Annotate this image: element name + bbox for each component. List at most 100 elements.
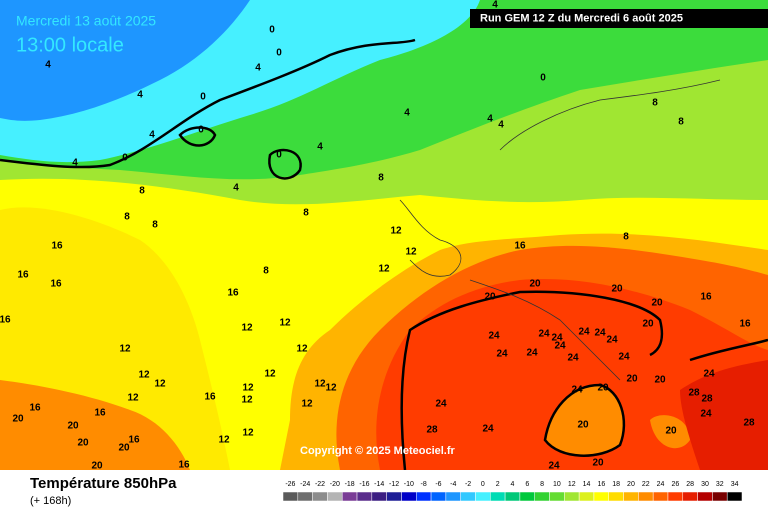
contour-label: 4 [487, 114, 493, 125]
scale-label: 6 [525, 481, 529, 488]
contour-label: 16 [29, 403, 41, 414]
contour-label: 8 [139, 186, 145, 197]
contour-label: 0 [540, 73, 546, 84]
scale-swatch [712, 491, 728, 502]
contour-label: 16 [128, 435, 140, 446]
contour-label: 12 [264, 369, 276, 380]
scale-label: -24 [300, 481, 310, 488]
contour-label: 20 [484, 292, 496, 303]
contour-label: 20 [12, 414, 24, 425]
scale-swatch [475, 491, 491, 502]
contour-label: 16 [50, 279, 62, 290]
scale-swatch [504, 491, 521, 502]
contour-label: 16 [739, 319, 751, 330]
contour-label: 20 [611, 284, 623, 295]
contour-label: 12 [314, 379, 326, 390]
scale-label: -12 [389, 481, 399, 488]
scale-swatch [371, 491, 387, 502]
scale-swatch [608, 491, 624, 502]
contour-label: 24 [496, 349, 508, 360]
contour-label: 24 [488, 331, 500, 342]
scale-label: -2 [465, 481, 471, 488]
scale-label: 16 [597, 481, 605, 488]
contour-label: 4 [492, 0, 498, 11]
run-box [470, 9, 768, 28]
contour-label: 24 [538, 329, 550, 340]
contour-label: 28 [743, 418, 755, 429]
contour-label: 20 [597, 383, 609, 394]
contour-label: 8 [652, 98, 658, 109]
scale-swatch [519, 491, 535, 502]
contour-label: 16 [17, 270, 29, 281]
scale-swatch [697, 491, 713, 502]
contour-label: 4 [317, 142, 323, 153]
contour-label: 8 [378, 173, 384, 184]
contour-label: 12 [138, 370, 150, 381]
contour-label: 4 [45, 60, 51, 71]
scale-swatch [638, 491, 654, 502]
contour-label: 16 [514, 241, 526, 252]
run-label: Run GEM 12 Z du Mercredi 6 août 2025 [480, 12, 683, 24]
contour-label: 24 [482, 424, 494, 435]
contour-label: 16 [227, 288, 239, 299]
contour-label: 24 [526, 348, 538, 359]
scale-label: 18 [612, 481, 620, 488]
contour-label: 20 [592, 458, 604, 469]
contour-label: 20 [654, 375, 666, 386]
contour-label: 16 [94, 408, 106, 419]
contour-label: 12 [218, 435, 230, 446]
scale-label: 0 [481, 481, 485, 488]
scale-swatch [312, 491, 328, 502]
contour-label: 12 [390, 226, 402, 237]
contour-label: 12 [279, 318, 291, 329]
contour-label: 28 [426, 425, 438, 436]
contour-label: 24 [606, 335, 618, 346]
contour-label: 20 [577, 420, 589, 431]
contour-label: 4 [498, 120, 504, 131]
scale-swatch [682, 491, 698, 502]
scale-swatch [490, 491, 506, 502]
contour-label: 24 [571, 385, 583, 396]
contour-label: 28 [688, 388, 700, 399]
contour-label: 20 [529, 279, 541, 290]
contour-label: 12 [119, 344, 131, 355]
scale-label: 10 [553, 481, 561, 488]
scale-label: 4 [511, 481, 515, 488]
contour-label: 4 [233, 183, 239, 194]
contour-label: 24 [618, 352, 630, 363]
scale-label: 26 [671, 481, 679, 488]
contour-label: 24 [554, 341, 566, 352]
scale-label: -18 [345, 481, 355, 488]
scale-swatch [445, 491, 461, 502]
scale-label: -6 [435, 481, 441, 488]
contour-label: 24 [435, 399, 447, 410]
scale-swatch [667, 491, 684, 502]
lead-label: (+ 168h) [30, 495, 71, 507]
scale-swatch [549, 491, 565, 502]
scale-label: -10 [404, 481, 414, 488]
scale-label: 24 [657, 481, 665, 488]
copyright: Copyright © 2025 Meteociel.fr [300, 445, 456, 457]
contour-label: 16 [178, 460, 190, 471]
contour-label: 20 [665, 426, 677, 437]
forecast-date: Mercredi 13 août 2025 [16, 13, 156, 29]
contour-label: 12 [378, 264, 390, 275]
contour-label: 20 [91, 461, 103, 472]
scale-label: -4 [450, 481, 456, 488]
scale-label: 28 [686, 481, 694, 488]
contour-label: 24 [548, 461, 560, 472]
contour-label: 12 [127, 393, 139, 404]
color-scale: -26 -24 -22 -20 -18 -16 -14 -12 -10 -8 -6 -4 -2 0 2 4 6 8… [282, 481, 743, 502]
scale-label: 34 [731, 481, 739, 488]
scale-swatch [327, 491, 343, 502]
contour-label: 12 [242, 383, 254, 394]
scale-label: 14 [583, 481, 591, 488]
scale-swatch [416, 491, 432, 502]
contour-label: 16 [0, 315, 11, 326]
contour-label: 0 [122, 153, 128, 164]
contour-label: 24 [594, 328, 606, 339]
scale-swatch [282, 491, 299, 502]
scale-swatch [356, 491, 373, 502]
contour-label: 20 [626, 374, 638, 385]
scale-swatch [578, 491, 595, 502]
